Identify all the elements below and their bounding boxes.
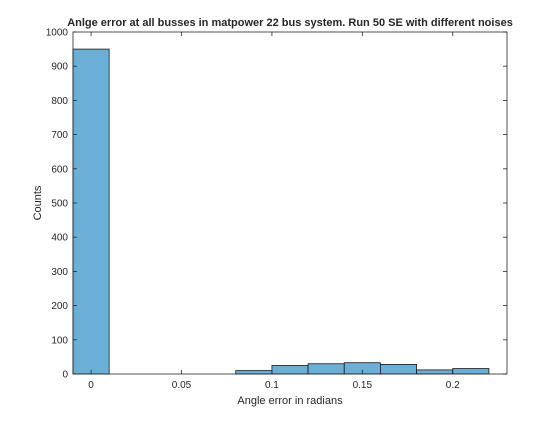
y-tick-label: 0	[62, 370, 68, 381]
axes-box	[72, 31, 508, 375]
chart-title: Anlge error at all busses in matpower 22…	[67, 17, 513, 29]
histogram-bar	[416, 369, 454, 375]
y-tick-label: 900	[51, 62, 68, 73]
y-axis-ticks: 0 100 200 300 400 500 600 700 800 900 1000	[46, 28, 507, 381]
x-tick-label: 0.1	[265, 380, 279, 391]
y-tick-label: 500	[51, 199, 68, 210]
x-axis-ticks: 0 0.05 0.1 0.15 0.2	[88, 32, 460, 391]
y-tick-label: 700	[51, 130, 68, 141]
y-tick-label: 400	[51, 233, 68, 244]
histogram-bar	[271, 365, 309, 375]
y-axis-label: Counts	[32, 185, 44, 220]
y-tick-label: 800	[51, 96, 68, 107]
y-tick-label: 1000	[46, 28, 69, 39]
histogram-bar	[307, 363, 345, 375]
histogram-bar	[380, 364, 417, 375]
y-tick-label: 200	[51, 301, 68, 312]
y-tick-label: 100	[51, 335, 68, 346]
x-axis-label: Angle error in radians	[237, 395, 343, 407]
histogram-bar	[452, 368, 490, 375]
histogram-bar	[235, 370, 273, 375]
x-tick-label: 0.2	[446, 380, 460, 391]
x-tick-label: 0	[88, 380, 94, 391]
histogram-bar	[72, 48, 110, 375]
y-tick-label: 600	[51, 164, 68, 175]
bars	[72, 48, 490, 375]
x-tick-label: 0.15	[353, 380, 373, 391]
y-tick-label: 300	[51, 267, 68, 278]
x-tick-label: 0.05	[172, 380, 192, 391]
